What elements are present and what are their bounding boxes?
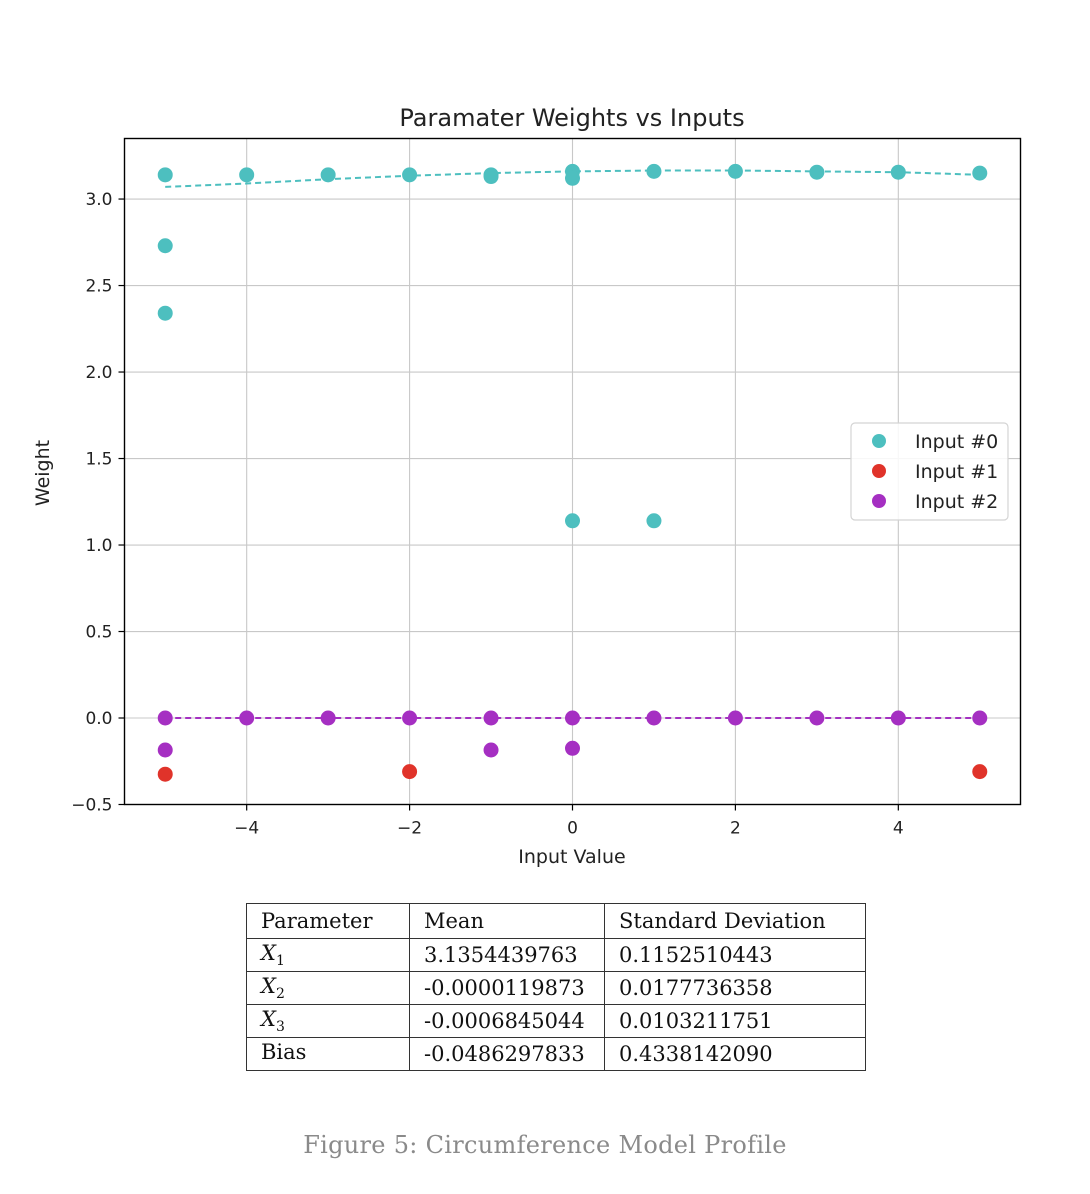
mean-cell: 3.1354439763 xyxy=(409,938,605,972)
parameter-cell: X1 xyxy=(246,938,410,972)
column-header-standard-deviation: Standard Deviation xyxy=(604,903,866,939)
parameter-subscript: 3 xyxy=(275,1019,285,1035)
x-tick-label: 4 xyxy=(893,819,904,839)
parameter-cell: X3 xyxy=(246,1004,410,1038)
x-tick-label: −2 xyxy=(397,819,422,839)
y-tick-label: 3.0 xyxy=(85,190,112,210)
x-tick-label: −4 xyxy=(234,819,259,839)
table-row: X1 3.1354439763 0.1152510443 xyxy=(246,938,866,972)
parameter-symbol: X xyxy=(261,941,276,965)
legend-label: Input #2 xyxy=(915,491,998,513)
data-point xyxy=(890,710,906,726)
data-point xyxy=(157,742,173,758)
figure-caption: Figure 5: Circumference Model Profile xyxy=(303,1131,787,1159)
data-points xyxy=(157,163,988,782)
y-tick-label: 2.0 xyxy=(85,363,112,383)
parameter-text: Bias xyxy=(261,1040,307,1064)
data-point xyxy=(483,710,499,726)
table-header-row: Parameter Mean Standard Deviation xyxy=(246,903,866,939)
data-point xyxy=(157,238,173,254)
scatter-chart: Paramater Weights vs Inputs −4 −2 0 2 4 −0.5… xyxy=(32,104,1022,868)
data-point xyxy=(483,742,499,758)
data-point xyxy=(239,167,255,183)
parameter-subscript: 1 xyxy=(275,953,285,969)
data-point xyxy=(727,163,743,179)
mean-cell: -0.0486297833 xyxy=(409,1037,605,1071)
y-tick-label: 1.5 xyxy=(85,450,112,470)
y-tick-label: 0.0 xyxy=(85,709,112,729)
parameter-subscript: 2 xyxy=(275,986,285,1002)
std-cell: 0.0177736358 xyxy=(604,971,866,1005)
table-row: X2 -0.0000119873 0.0177736358 xyxy=(246,971,866,1005)
trend-line xyxy=(165,169,980,188)
trend-lines xyxy=(165,169,980,719)
data-point xyxy=(890,164,906,180)
data-point xyxy=(565,513,580,529)
data-point xyxy=(402,764,418,780)
legend-marker xyxy=(872,494,886,508)
data-point xyxy=(727,710,743,726)
y-tick-label: 1.0 xyxy=(85,536,112,556)
data-point xyxy=(320,167,336,183)
legend-marker xyxy=(872,464,886,478)
mean-cell: -0.0000119873 xyxy=(409,971,605,1005)
data-point xyxy=(483,169,499,185)
data-point xyxy=(402,167,418,183)
column-header-mean: Mean xyxy=(409,903,605,939)
std-cell: 0.1152510443 xyxy=(604,938,866,972)
column-header-parameter: Parameter xyxy=(246,903,410,939)
data-point xyxy=(565,710,580,726)
data-point xyxy=(809,710,825,726)
data-point xyxy=(809,164,825,180)
data-point xyxy=(565,170,580,186)
chart-title: Paramater Weights vs Inputs xyxy=(399,104,744,132)
data-point xyxy=(157,305,173,321)
data-point xyxy=(646,710,662,726)
y-tick-label: 2.5 xyxy=(85,277,112,297)
data-point xyxy=(239,710,255,726)
parameter-symbol: X xyxy=(261,974,276,998)
x-tick-label: 2 xyxy=(730,819,741,839)
std-cell: 0.0103211751 xyxy=(604,1004,866,1038)
data-point xyxy=(565,740,580,756)
data-point xyxy=(157,167,173,183)
legend-box xyxy=(850,422,1009,521)
y-tick-label: −0.5 xyxy=(71,796,112,816)
data-point xyxy=(402,710,418,726)
data-point xyxy=(646,163,662,179)
parameter-symbol: X xyxy=(261,1007,276,1031)
x-axis-ticks: −4 −2 0 2 4 xyxy=(234,804,904,839)
data-point xyxy=(157,766,173,782)
parameter-cell: X2 xyxy=(246,971,410,1005)
y-axis-ticks: −0.5 0.0 0.5 1.0 1.5 2.0 2.5 3.0 xyxy=(71,190,125,816)
parameter-cell: Bias xyxy=(246,1037,410,1071)
data-point xyxy=(646,513,662,529)
mean-cell: -0.0006845044 xyxy=(409,1004,605,1038)
std-cell: 0.4338142090 xyxy=(604,1037,866,1071)
legend-label: Input #0 xyxy=(915,431,998,453)
y-axis-label: Weight xyxy=(32,440,54,506)
data-point xyxy=(972,165,988,181)
x-axis-label: Input Value xyxy=(518,846,625,868)
y-tick-label: 0.5 xyxy=(85,623,112,643)
legend-label: Input #1 xyxy=(915,461,998,483)
legend-marker xyxy=(872,434,886,448)
table-row: Bias -0.0486297833 0.4338142090 xyxy=(246,1037,866,1071)
data-point xyxy=(157,710,173,726)
legend: Input #0 Input #1 Input #2 xyxy=(850,422,1009,521)
data-point xyxy=(972,710,988,726)
parameter-table: Parameter Mean Standard Deviation X1 3.1… xyxy=(246,903,866,1071)
data-point xyxy=(320,710,336,726)
table-row: X3 -0.0006845044 0.0103211751 xyxy=(246,1004,866,1038)
data-point xyxy=(972,764,988,780)
x-tick-label: 0 xyxy=(567,819,578,839)
